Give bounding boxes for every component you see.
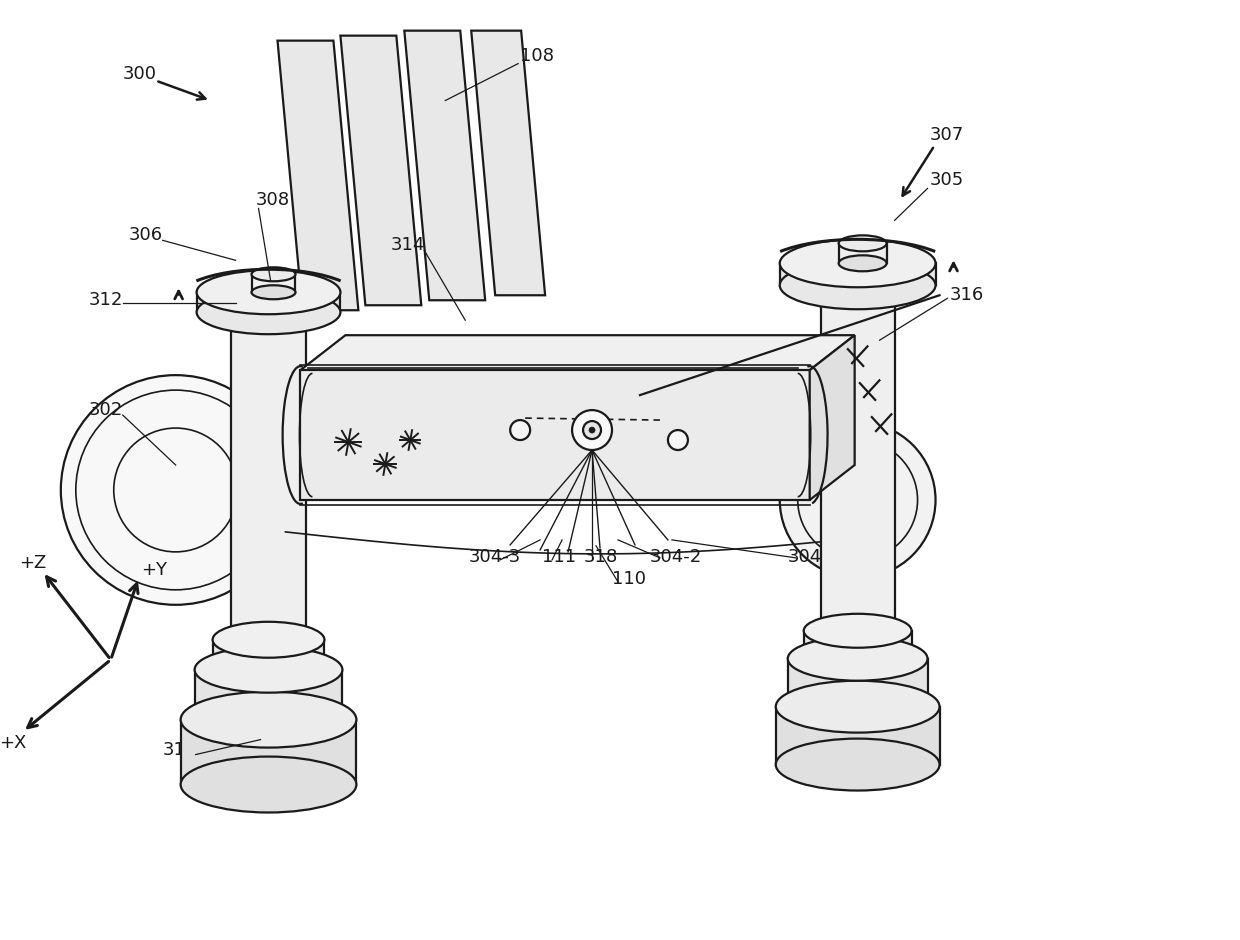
- Ellipse shape: [231, 298, 306, 322]
- Polygon shape: [838, 243, 887, 263]
- Polygon shape: [787, 659, 928, 707]
- Ellipse shape: [821, 272, 894, 295]
- Ellipse shape: [780, 240, 935, 288]
- Ellipse shape: [195, 697, 342, 743]
- Ellipse shape: [821, 619, 894, 643]
- Ellipse shape: [787, 636, 928, 681]
- Polygon shape: [776, 707, 940, 764]
- Ellipse shape: [181, 757, 356, 812]
- Text: 305: 305: [930, 171, 963, 190]
- Polygon shape: [404, 31, 485, 300]
- Text: A: A: [505, 381, 517, 400]
- Polygon shape: [231, 310, 306, 640]
- Text: 318: 318: [584, 548, 619, 566]
- Text: 307: 307: [930, 127, 963, 145]
- Text: ZC: ZC: [405, 408, 428, 426]
- Text: 306: 306: [129, 227, 162, 244]
- Text: +Z: +Z: [19, 554, 46, 572]
- Ellipse shape: [231, 628, 306, 651]
- Polygon shape: [804, 631, 911, 659]
- Circle shape: [510, 420, 531, 440]
- Ellipse shape: [804, 642, 911, 676]
- Polygon shape: [300, 336, 854, 370]
- Polygon shape: [212, 640, 325, 669]
- Text: 300: 300: [123, 65, 156, 83]
- Text: 304-3: 304-3: [469, 548, 521, 566]
- Text: 316: 316: [950, 287, 983, 305]
- Circle shape: [589, 427, 595, 433]
- Ellipse shape: [838, 256, 887, 272]
- Text: 304-1: 304-1: [787, 548, 839, 566]
- Polygon shape: [300, 370, 810, 500]
- Ellipse shape: [252, 285, 295, 299]
- Text: 312: 312: [89, 291, 123, 309]
- Ellipse shape: [195, 647, 342, 693]
- Ellipse shape: [787, 684, 928, 728]
- Polygon shape: [197, 292, 341, 312]
- Text: YC: YC: [381, 386, 401, 404]
- Ellipse shape: [252, 267, 295, 281]
- Ellipse shape: [197, 290, 341, 335]
- Circle shape: [572, 410, 613, 450]
- Text: 308: 308: [255, 192, 290, 210]
- Polygon shape: [341, 36, 422, 306]
- Circle shape: [61, 375, 290, 604]
- Text: B: B: [658, 389, 670, 407]
- Circle shape: [668, 431, 688, 450]
- Text: 314: 314: [391, 236, 425, 255]
- Text: 304-2: 304-2: [650, 548, 702, 566]
- Polygon shape: [821, 283, 894, 631]
- Ellipse shape: [838, 235, 887, 251]
- Text: +X: +X: [0, 733, 26, 752]
- Polygon shape: [780, 263, 935, 285]
- Text: 111: 111: [542, 548, 577, 566]
- Polygon shape: [252, 274, 295, 292]
- Ellipse shape: [804, 614, 911, 648]
- Text: 302: 302: [89, 401, 123, 419]
- Ellipse shape: [212, 621, 325, 658]
- Ellipse shape: [776, 681, 940, 732]
- Polygon shape: [810, 336, 854, 500]
- Text: 110: 110: [613, 570, 646, 588]
- Ellipse shape: [181, 692, 356, 747]
- Circle shape: [583, 421, 601, 439]
- Polygon shape: [195, 669, 342, 720]
- Ellipse shape: [776, 739, 940, 791]
- Circle shape: [780, 422, 935, 578]
- Ellipse shape: [197, 271, 341, 314]
- Text: 310: 310: [162, 741, 197, 759]
- Ellipse shape: [780, 261, 935, 309]
- Text: 108: 108: [520, 47, 554, 65]
- Polygon shape: [181, 720, 356, 785]
- Ellipse shape: [212, 651, 325, 688]
- Text: +Y: +Y: [140, 561, 166, 579]
- Text: XC: XC: [329, 398, 350, 416]
- Polygon shape: [471, 31, 546, 295]
- Polygon shape: [278, 40, 358, 310]
